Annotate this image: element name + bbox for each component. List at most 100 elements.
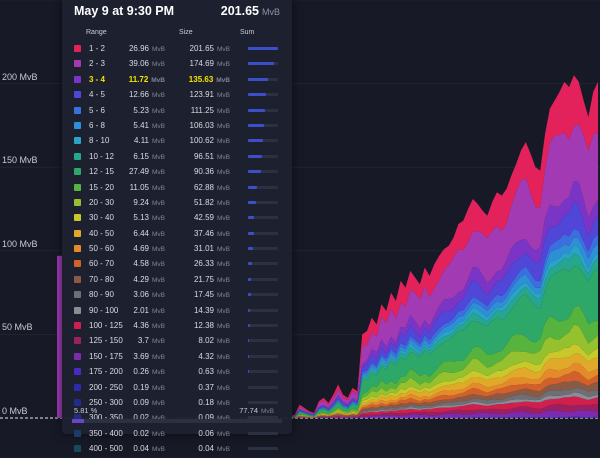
row-range: 150 - 175 (89, 349, 123, 364)
tooltip-footer-percent: 5.81 % (74, 406, 97, 415)
row-size-unit: MvB (152, 338, 165, 345)
row-size-unit: MvB (151, 77, 165, 84)
row-range: 6 - 8 (89, 118, 105, 133)
series-swatch (74, 76, 81, 83)
row-sum-unit: MvB (217, 185, 230, 192)
row-sum-unit: MvB (217, 385, 230, 392)
row-bar (248, 247, 253, 250)
col-range-header: Range (86, 29, 107, 36)
row-sum-unit: MvB (217, 123, 230, 130)
series-swatch (74, 122, 81, 129)
row-range: 20 - 30 (89, 195, 114, 210)
row-bar (248, 262, 252, 265)
series-swatch (74, 199, 81, 206)
row-bar-track (248, 47, 278, 50)
row-sum-value: 0.18 (198, 398, 214, 407)
row-bar-track (248, 324, 278, 327)
row-size-unit: MvB (152, 185, 165, 192)
row-bar-track (248, 201, 278, 204)
row-size-unit: MvB (152, 354, 165, 361)
row-sum-value: 37.46 (194, 229, 214, 238)
row-size-value: 5.23 (133, 106, 149, 115)
row-size-value: 3.69 (133, 352, 149, 361)
row-size-value: 12.66 (129, 90, 149, 99)
row-size-value: 4.69 (133, 244, 149, 253)
row-sum-value: 14.39 (194, 306, 214, 315)
row-bar (248, 78, 268, 81)
row-bar (248, 62, 274, 65)
row-bar (248, 109, 265, 112)
row-size-unit: MvB (152, 169, 165, 176)
row-size-unit: MvB (152, 400, 165, 407)
row-bar-track (248, 247, 278, 250)
tooltip-footer-bar (72, 419, 84, 423)
row-size-value: 0.02 (133, 429, 149, 438)
tooltip-total-value: 201.65 (221, 4, 259, 18)
row-size-unit: MvB (152, 446, 165, 453)
row-range: 60 - 70 (89, 256, 114, 271)
row-sum-value: 174.69 (190, 59, 214, 68)
row-bar-track (248, 355, 278, 358)
row-range: 8 - 10 (89, 133, 109, 148)
row-size-value: 0.04 (133, 444, 149, 453)
row-bar (248, 186, 257, 189)
series-swatch (74, 276, 81, 283)
row-sum-value: 12.38 (194, 321, 214, 330)
tooltip-footer-bar-track (72, 419, 282, 423)
row-size-value: 6.44 (133, 229, 149, 238)
row-sum-unit: MvB (217, 261, 230, 268)
row-sum-value: 0.06 (198, 429, 214, 438)
row-size-unit: MvB (152, 61, 165, 68)
row-size-value: 11.05 (130, 183, 149, 192)
series-swatch (74, 353, 81, 360)
row-bar-track (248, 309, 278, 312)
col-size-header: Size (179, 29, 193, 36)
row-range: 3 - 4 (89, 72, 105, 87)
row-sum-unit: MvB (217, 277, 230, 284)
row-size-value: 4.11 (134, 136, 149, 145)
row-sum-value: 111.25 (191, 106, 214, 115)
row-size-unit: MvB (152, 231, 165, 238)
row-size-value: 26.96 (129, 44, 149, 53)
row-sum-unit: MvB (217, 231, 230, 238)
y-tick-label: 150 MvB (2, 155, 38, 165)
row-bar-track (248, 339, 278, 342)
row-size-unit: MvB (152, 308, 165, 315)
row-size-value: 0.19 (133, 383, 149, 392)
row-bar (248, 339, 249, 342)
row-bar-track (248, 386, 278, 389)
series-swatch (74, 368, 81, 375)
row-size-unit: MvB (152, 246, 165, 253)
row-bar-track (248, 432, 278, 435)
row-bar (248, 355, 249, 358)
series-swatch (74, 230, 81, 237)
series-swatch (74, 60, 81, 67)
row-bar (248, 216, 254, 219)
row-range: 12 - 15 (89, 164, 114, 179)
row-bar-track (248, 401, 278, 404)
series-swatch (74, 430, 81, 437)
row-range: 200 - 250 (89, 380, 123, 395)
